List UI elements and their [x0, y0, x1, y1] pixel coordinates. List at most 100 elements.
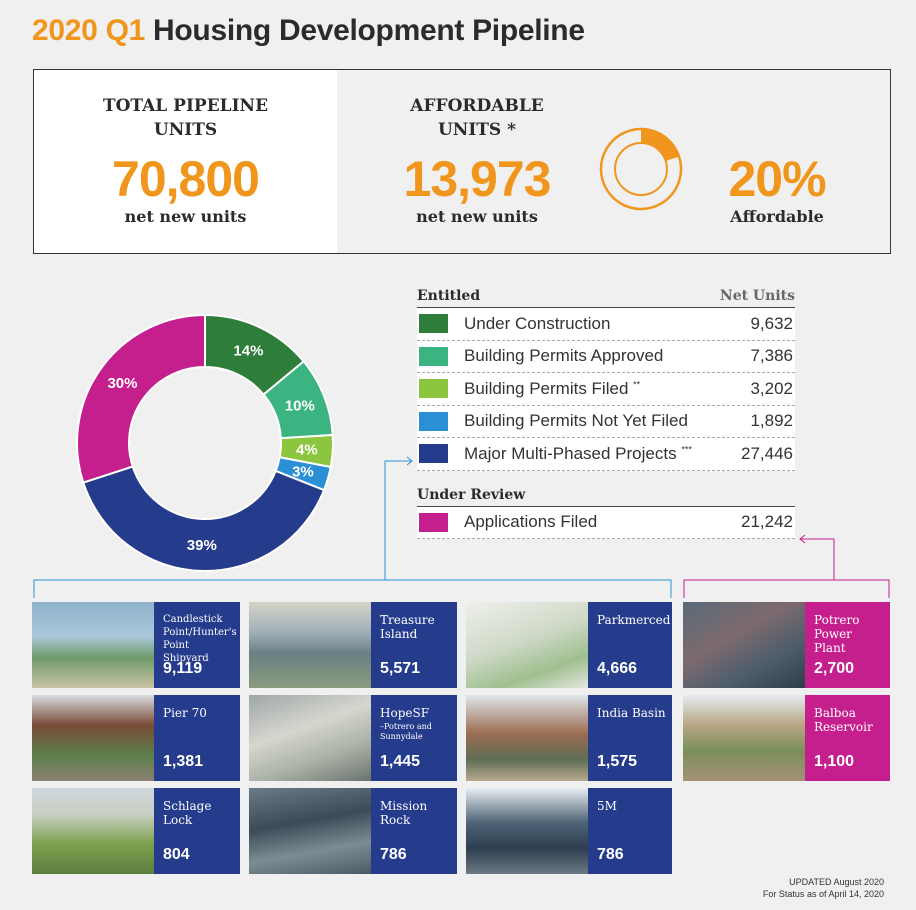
legend-value: 27,446 — [741, 443, 793, 463]
legend-swatch — [419, 346, 448, 366]
review-bracket — [683, 579, 890, 598]
project-photo — [32, 695, 154, 781]
review-row: Applications Filed 21,242 — [417, 506, 795, 539]
affordable-ring-fill — [641, 129, 680, 161]
affordable-ring-inner — [614, 142, 668, 196]
legend-value: 9,632 — [750, 313, 793, 333]
project-tile: Candlestick Point/Hunter's Point Shipyar… — [32, 602, 240, 688]
project-name: Candlestick Point/Hunter's Point Shipyar… — [163, 613, 237, 665]
legend-swatch — [419, 379, 448, 399]
footer-updated: UPDATED August 2020 — [789, 877, 884, 887]
project-units: 5,571 — [380, 660, 421, 677]
project-units: 4,666 — [597, 660, 638, 677]
donut-slice-label: 30% — [107, 375, 137, 392]
legend-label-text: Under Construction — [464, 313, 611, 333]
affordable-sub: net new units — [416, 207, 538, 226]
total-pipeline-value: 70,800 — [112, 151, 260, 207]
donut-slice — [82, 465, 326, 572]
legend-value: 1,892 — [750, 411, 793, 431]
legend-label: Building Permits Approved — [464, 346, 750, 366]
project-units: 1,445 — [380, 753, 421, 770]
project-name-text: Schlage Lock — [163, 799, 212, 827]
project-tile: Treasure Island 5,571 — [249, 602, 457, 688]
page-title: 2020 Q1 Housing Development Pipeline — [32, 14, 585, 48]
total-label-line1: TOTAL PIPELINE — [102, 96, 269, 116]
footer-notes: UPDATED August 2020 For Status as of Apr… — [763, 876, 884, 900]
project-tile: Pier 70 1,381 — [32, 695, 240, 781]
total-pipeline-sub: net new units — [124, 207, 247, 226]
legend-label: Major Multi-Phased Projects *** — [464, 444, 741, 464]
project-name: Parkmerced — [597, 613, 671, 627]
project-name-text: India Basin — [597, 706, 666, 720]
affordable-percent-value: 20% — [728, 151, 826, 207]
affordable-card: AFFORDABLE UNITS * 13,973 net new units … — [337, 70, 890, 253]
legend-swatch — [419, 314, 448, 334]
total-label-line2: UNITS — [153, 120, 218, 140]
project-name-text: HopeSF — [380, 706, 430, 720]
donut-svg: 14% 10% 4% 3% 39% 30% — [76, 313, 334, 572]
legend-label-text: Building Permits Filed — [464, 378, 629, 398]
donut-slice-label: 39% — [187, 537, 217, 554]
affordable-ring-chart — [599, 127, 683, 211]
project-name-text: Parkmerced — [597, 613, 671, 627]
entitled-row: Building Permits Approved 7,386 — [417, 340, 795, 373]
review-header: Under Review — [417, 487, 795, 507]
review-connector — [800, 538, 835, 580]
project-name-text: Treasure Island — [380, 613, 435, 641]
project-tile: India Basin 1,575 — [466, 695, 672, 781]
affordable-label: AFFORDABLE UNITS * — [337, 94, 617, 142]
project-units: 804 — [163, 846, 190, 863]
pipeline-legend: Entitled Net Units Under Construction 9,6… — [417, 288, 795, 539]
entitled-row: Building Permits Not Yet Filed 1,892 — [417, 405, 795, 438]
project-name: HopeSF –Potrero and Sunnydale — [380, 706, 453, 742]
project-name: India Basin — [597, 706, 668, 720]
project-name-text: 5M — [597, 799, 617, 813]
project-tile: Parkmerced 4,666 — [466, 602, 672, 688]
project-name: Mission Rock — [380, 799, 453, 827]
project-name-text: Balboa Reservoir — [814, 706, 873, 734]
legend-footnote-mark: *** — [681, 444, 692, 455]
legend-label-text: Major Multi-Phased Projects — [464, 443, 677, 463]
project-name: 5M — [597, 799, 668, 813]
legend-value: 3,202 — [750, 378, 793, 398]
review-heading: Under Review — [417, 486, 526, 503]
project-units: 1,381 — [163, 753, 204, 770]
legend-value: 7,386 — [750, 346, 793, 366]
legend-label: Applications Filed — [464, 512, 741, 532]
project-tile: Balboa Reservoir 1,100 — [683, 695, 890, 781]
pipeline-donut-chart: 14% 10% 4% 3% 39% 30% — [70, 308, 340, 578]
major-arrowhead — [406, 456, 413, 466]
project-photo — [249, 695, 371, 781]
affordable-percent-sub: Affordable — [730, 207, 824, 226]
major-bracket — [33, 579, 672, 598]
project-units: 786 — [597, 846, 624, 863]
project-tile: HopeSF –Potrero and Sunnydale 1,445 — [249, 695, 457, 781]
project-note: –Potrero and Sunnydale — [380, 722, 432, 741]
entitled-row: Building Permits Filed ** 3,202 — [417, 373, 795, 406]
project-name-text: Candlestick Point/Hunter's Point Shipyar… — [163, 614, 237, 664]
legend-label-text: Building Permits Approved — [464, 346, 664, 366]
net-units-heading: Net Units — [719, 288, 795, 304]
total-pipeline-card: TOTAL PIPELINE UNITS 70,800 net new unit… — [34, 70, 337, 253]
project-photo — [249, 788, 371, 874]
project-name-text: Pier 70 — [163, 706, 207, 720]
title-main: Housing Development Pipeline — [153, 14, 585, 47]
project-units: 2,700 — [814, 660, 855, 677]
project-name-text: Potrero Power Plant — [814, 613, 860, 655]
affordable-value: 13,973 — [403, 151, 552, 207]
project-units: 1,100 — [814, 753, 855, 770]
project-name: Balboa Reservoir — [814, 706, 886, 734]
project-photo — [466, 695, 588, 781]
donut-slice-label: 10% — [285, 397, 315, 414]
legend-label: Under Construction — [464, 314, 750, 334]
legend-swatch — [419, 512, 448, 532]
project-name: Schlage Lock — [163, 799, 236, 827]
donut-slice-label: 4% — [296, 441, 318, 458]
entitled-header: Entitled Net Units — [417, 288, 795, 308]
summary-panel: TOTAL PIPELINE UNITS 70,800 net new unit… — [33, 69, 891, 254]
project-units: 9,119 — [163, 660, 203, 677]
project-name: Potrero Power Plant — [814, 613, 886, 655]
project-photo — [466, 788, 588, 874]
total-pipeline-label: TOTAL PIPELINE UNITS — [34, 94, 337, 142]
project-units: 1,575 — [597, 753, 638, 770]
